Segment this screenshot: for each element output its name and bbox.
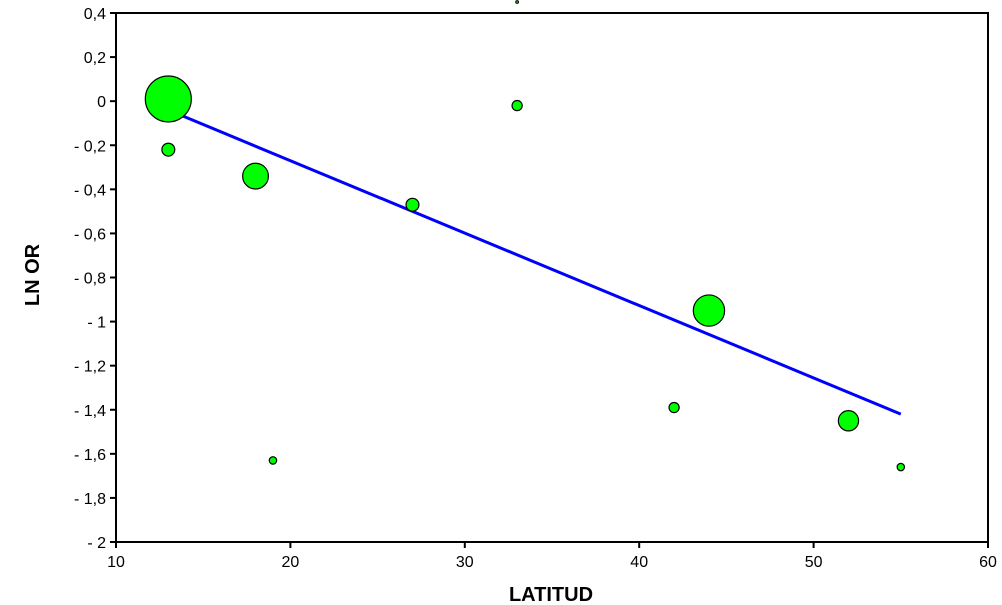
y-tick-label: - 1: [87, 315, 106, 332]
data-point: [268, 456, 278, 465]
y-axis-title: LN OR: [22, 243, 44, 306]
data-point: [668, 401, 680, 414]
data-point: [511, 99, 523, 112]
plot-border: [115, 12, 989, 543]
data-point: [515, 0, 519, 4]
data-point: [242, 162, 269, 190]
x-axis: 10 20 30 40 50 60: [107, 542, 997, 571]
plot-area: [115, 12, 989, 543]
y-axis: 0,4 0,2 0 - 0,2 - 0,4 - 0,6 - 0,8 - 1 - 1,2 - 1,4…: [74, 6, 116, 552]
y-tick-label: - 2: [87, 535, 106, 552]
y-tick-label: - 0,2: [74, 138, 106, 155]
data-point: [161, 142, 176, 157]
y-tick-label: - 1,6: [74, 447, 106, 464]
y-tick-label: 0,2: [84, 50, 106, 67]
regression-line-group: [167, 108, 902, 416]
y-tick-label: 0: [97, 94, 106, 111]
y-tick-label: - 1,4: [74, 403, 106, 420]
x-tick-label: 10: [107, 554, 125, 571]
x-tick-label: 20: [282, 554, 300, 571]
x-tick-label: 40: [630, 554, 648, 571]
y-tick-label: - 0,8: [74, 271, 106, 288]
y-tick-label: 0,4: [84, 6, 106, 23]
x-axis-title: LATITUD: [509, 584, 593, 605]
y-tick-label: - 0,6: [74, 226, 106, 243]
data-points: [144, 0, 906, 472]
data-point: [405, 197, 420, 212]
data-point: [144, 75, 192, 123]
x-tick-label: 60: [979, 554, 997, 571]
regression-line: [167, 108, 902, 416]
y-tick-label: - 0,4: [74, 182, 106, 199]
data-point: [837, 410, 860, 432]
y-tick-label: - 1,8: [74, 491, 106, 508]
data-point: [896, 462, 906, 472]
y-tick-label: - 1,2: [74, 359, 106, 376]
x-tick-label: 50: [805, 554, 823, 571]
x-tick-label: 30: [456, 554, 474, 571]
data-point: [692, 294, 726, 327]
